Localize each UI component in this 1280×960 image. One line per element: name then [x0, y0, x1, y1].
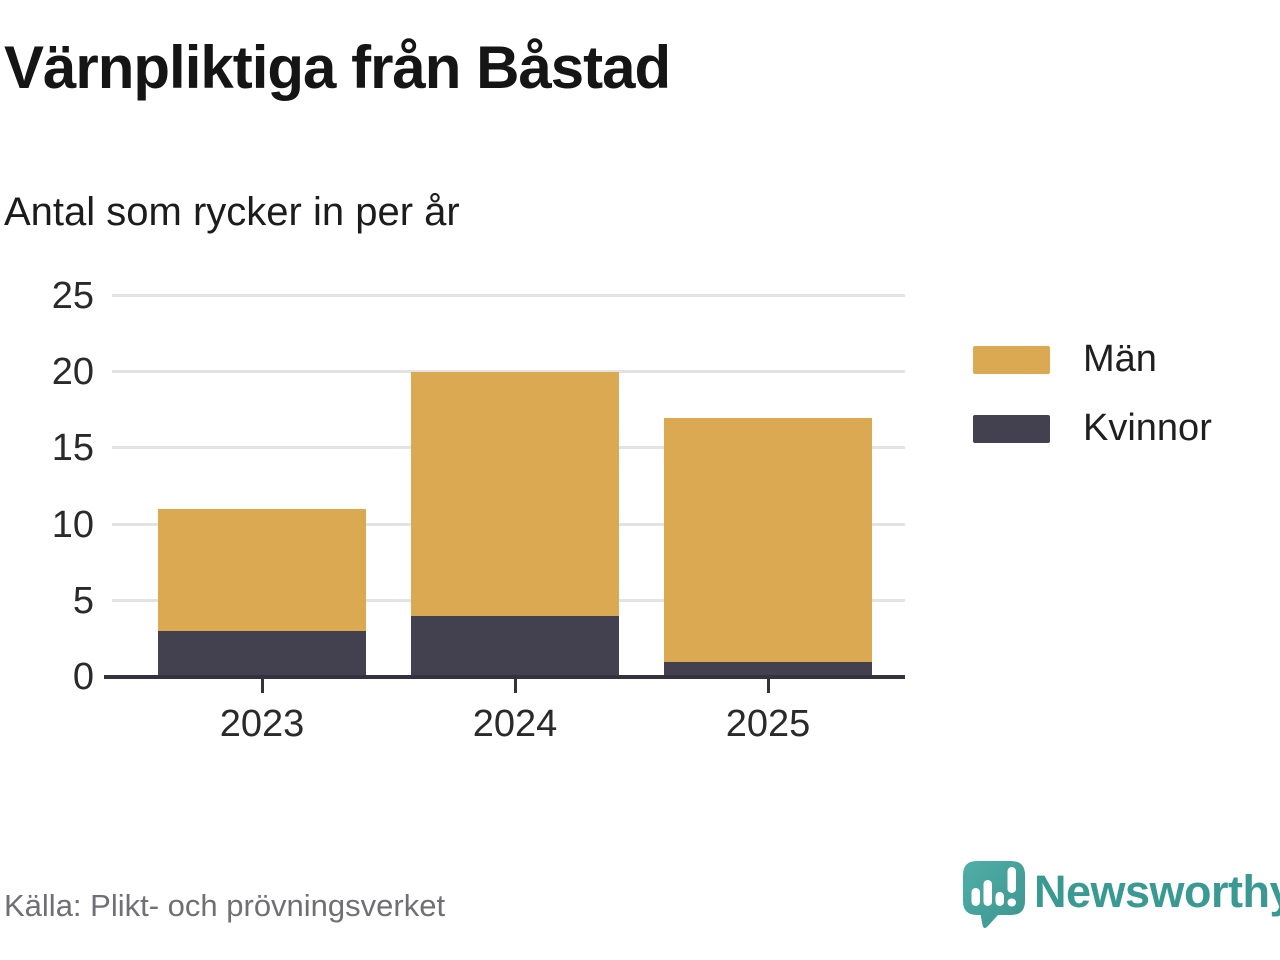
y-tick-label-20: 20 [51, 351, 94, 394]
y-tick-label-10: 10 [51, 503, 94, 546]
bar-2023-kvinnor [158, 631, 366, 677]
x-tick-2023 [260, 679, 264, 693]
chart-title: Värnpliktiga från Båstad [4, 34, 671, 101]
newsworthy-icon [963, 861, 1025, 929]
legend-swatch-kvinnor [973, 414, 1050, 443]
y-tick-label-0: 0 [72, 656, 94, 698]
gridline-25 [112, 294, 905, 297]
source-note: Källa: Plikt- och prövningsverket [4, 888, 446, 923]
legend-swatch-män [973, 345, 1050, 374]
x-tick-label-2023: 2023 [219, 703, 305, 745]
legend: Män Kvinnor [973, 338, 1212, 476]
x-axis-line [104, 675, 905, 679]
x-tick-label-2025: 2025 [725, 703, 811, 745]
bar-2025-män [664, 417, 872, 662]
y-tick-label-25: 25 [51, 275, 94, 317]
legend-item-kvinnor: Kvinnor [973, 407, 1212, 450]
x-tick-2025 [766, 679, 770, 693]
gridline-20 [112, 370, 905, 374]
legend-label-kvinnor: Kvinnor [1083, 407, 1212, 449]
bar-2024-kvinnor [411, 616, 619, 677]
chart-subtitle: Antal som rycker in per år [4, 190, 460, 234]
y-tick-label-15: 15 [51, 427, 94, 470]
legend-label-män: Män [1083, 338, 1157, 380]
x-tick-2024 [513, 679, 517, 693]
bar-2025-kvinnor [664, 661, 872, 677]
brand-name: Newsworthy [1034, 866, 1280, 917]
brand-logo: Newsworthy [962, 860, 1280, 930]
legend-item-män: Män [973, 338, 1212, 381]
x-tick-label-2024: 2024 [472, 703, 558, 745]
bar-2023-män [158, 509, 366, 632]
y-tick-label-5: 5 [72, 579, 94, 622]
bar-2024-män [411, 372, 619, 617]
plot-area: 0 5 10 15 20 25 2023 2024 2025 [52, 275, 905, 745]
